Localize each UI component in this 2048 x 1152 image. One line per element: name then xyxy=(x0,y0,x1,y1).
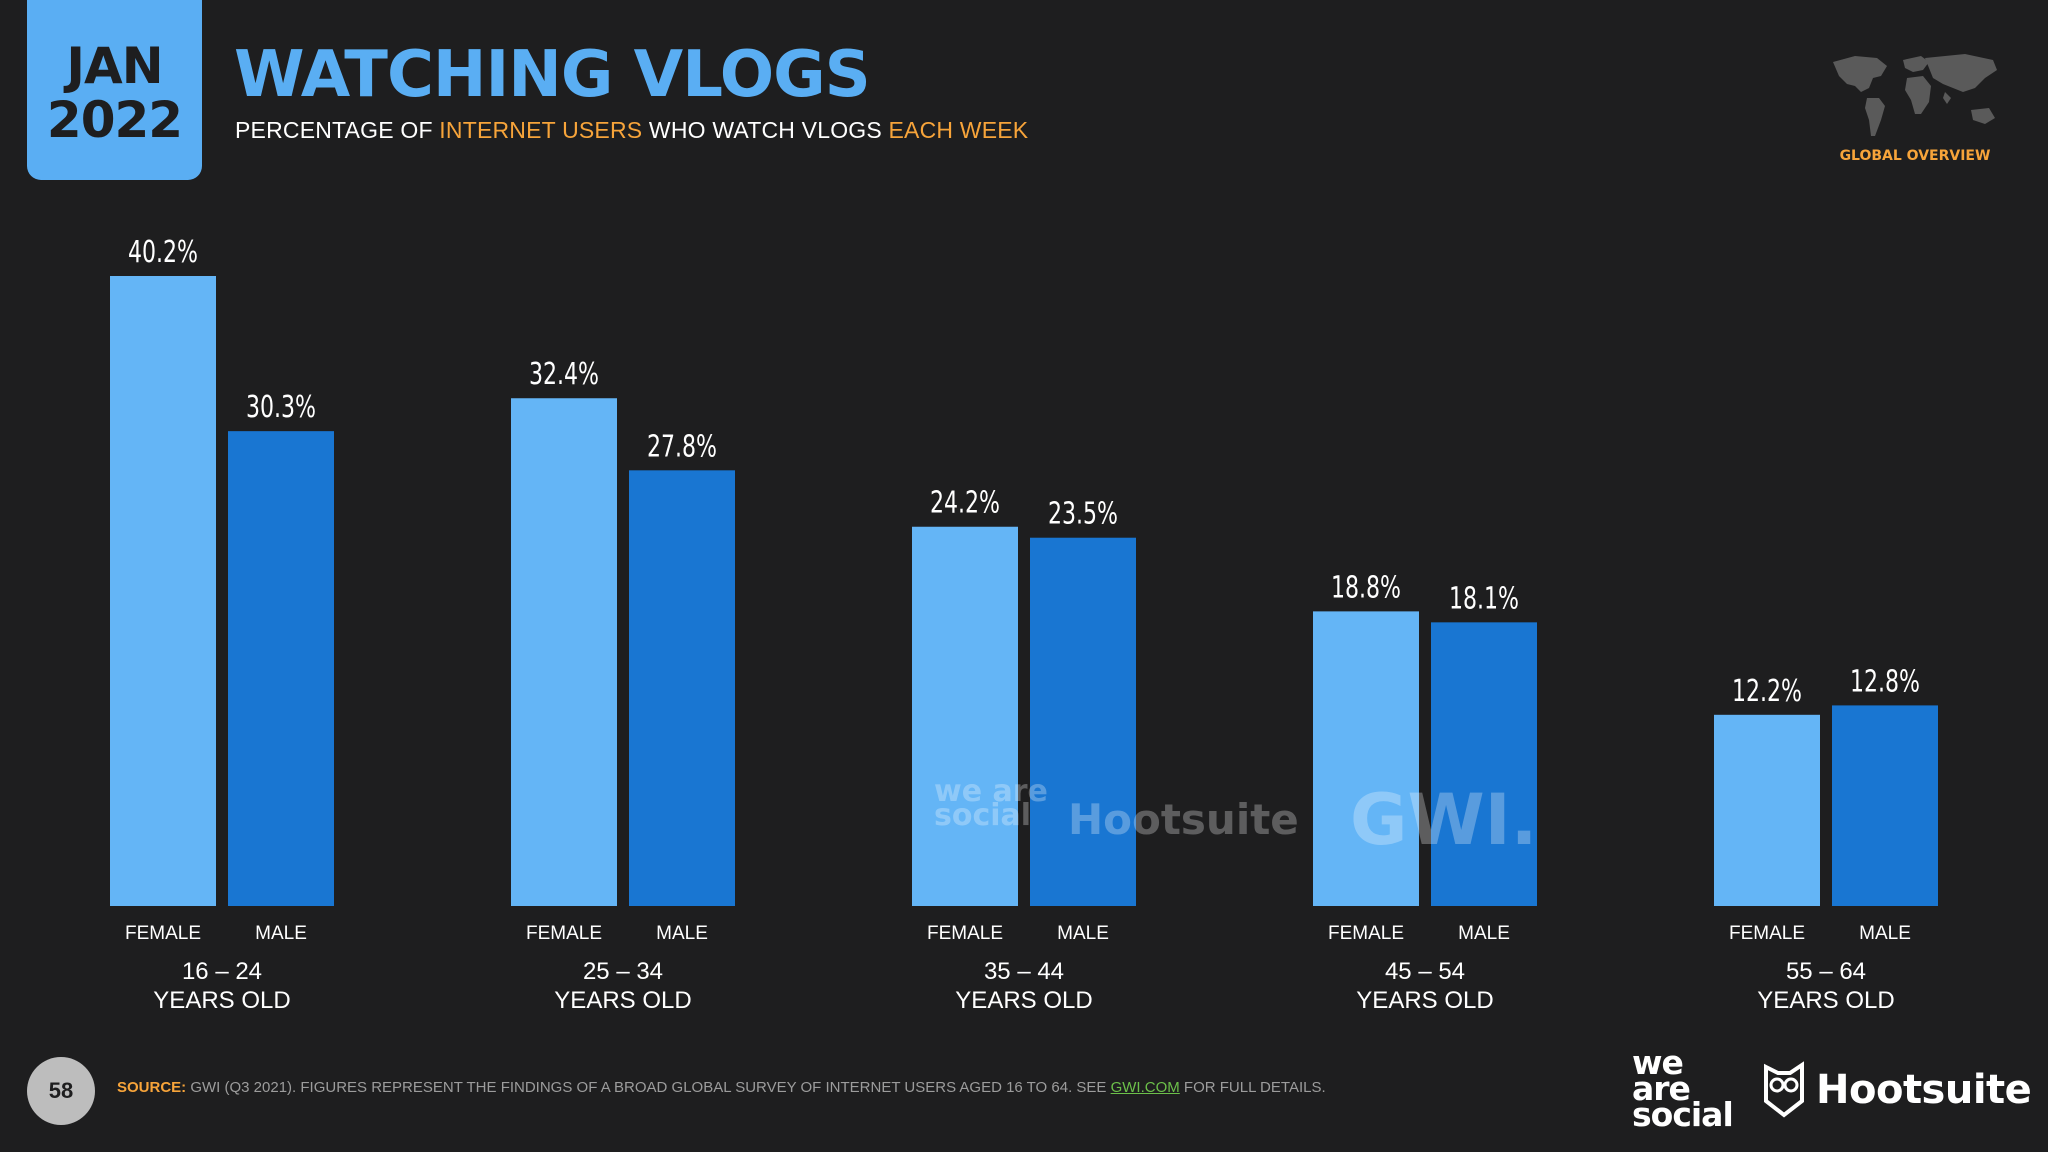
bar-male-2 xyxy=(629,470,735,906)
bar-female-2 xyxy=(511,398,617,906)
bar-female-3 xyxy=(912,526,1018,906)
data-label-male-1: 30.3% xyxy=(246,390,316,425)
bar-male-1 xyxy=(228,431,334,906)
bar-male-5 xyxy=(1832,705,1938,906)
series-label-female-2: FEMALE xyxy=(526,923,602,944)
page-number: 58 xyxy=(27,1057,95,1125)
series-label-female-5: FEMALE xyxy=(1729,923,1805,944)
source-end: FOR FULL DETAILS. xyxy=(1179,1079,1326,1096)
series-label-male-1: MALE xyxy=(255,923,307,944)
category-label-4-line-2: YEARS OLD xyxy=(1356,987,1493,1014)
category-label-3-line-1: 35 – 44 xyxy=(984,958,1064,985)
category-label-4-line-1: 45 – 54 xyxy=(1385,958,1465,985)
global-overview-badge: GLOBAL OVERVIEW xyxy=(1820,48,2010,168)
world-map-icon xyxy=(1833,54,1997,136)
series-label-male-3: MALE xyxy=(1057,923,1109,944)
category-label-1-line-1: 16 – 24 xyxy=(182,958,262,985)
data-label-female-5: 12.2% xyxy=(1732,674,1802,709)
series-label-male-5: MALE xyxy=(1859,923,1911,944)
data-label-female-1: 40.2% xyxy=(128,235,198,270)
data-label-male-4: 18.1% xyxy=(1449,581,1519,616)
data-label-male-5: 12.8% xyxy=(1850,664,1920,699)
watermark-we-are-social: we are social xyxy=(934,774,1048,833)
category-label-2-line-1: 25 – 34 xyxy=(583,958,663,985)
hootsuite-logo: Hootsuite xyxy=(1762,1058,2032,1122)
source-label: SOURCE: xyxy=(117,1079,187,1096)
data-label-female-2: 32.4% xyxy=(529,357,599,392)
data-label-male-2: 27.8% xyxy=(647,429,717,464)
data-label-female-4: 18.8% xyxy=(1331,570,1401,605)
subtitle-highlight-internet-users: INTERNET USERS xyxy=(439,117,643,143)
hootsuite-logo-text: Hootsuite xyxy=(1816,1067,2032,1113)
bar-female-1 xyxy=(110,276,216,906)
date-badge: JAN 2022 xyxy=(27,0,202,180)
hootsuite-owl-icon xyxy=(1764,1061,1804,1118)
series-label-male-4: MALE xyxy=(1458,923,1510,944)
series-label-female-4: FEMALE xyxy=(1328,923,1404,944)
series-label-female-3: FEMALE xyxy=(927,923,1003,944)
bar-male-3 xyxy=(1030,537,1136,906)
series-label-female-1: FEMALE xyxy=(125,923,201,944)
global-overview-label: GLOBAL OVERVIEW xyxy=(1839,148,1991,164)
source-link[interactable]: GWI.COM xyxy=(1110,1079,1180,1096)
category-label-2-line-2: YEARS OLD xyxy=(554,987,691,1014)
page-title: WATCHING VLOGS xyxy=(234,38,871,112)
series-label-male-2: MALE xyxy=(656,923,708,944)
date-month: JAN xyxy=(66,37,163,95)
watermark-hootsuite: Hootsuite xyxy=(1068,795,1299,844)
category-label-3-line-2: YEARS OLD xyxy=(955,987,1092,1014)
source-note: SOURCE: GWI (Q3 2021). FIGURES REPRESENT… xyxy=(117,1079,1326,1096)
bar-female-5 xyxy=(1714,714,1820,906)
category-label-1-line-2: YEARS OLD xyxy=(153,987,290,1014)
bar-male-4 xyxy=(1431,622,1537,906)
page-subtitle: PERCENTAGE OF INTERNET USERS WHO WATCH V… xyxy=(235,117,1028,144)
bar-female-4 xyxy=(1313,611,1419,906)
category-label-5-line-2: YEARS OLD xyxy=(1757,987,1894,1014)
subtitle-part2: WHO WATCH VLOGS xyxy=(642,117,889,143)
data-label-female-3: 24.2% xyxy=(930,486,1000,521)
subtitle-part1: PERCENTAGE OF xyxy=(235,117,440,143)
source-text: GWI (Q3 2021). FIGURES REPRESENT THE FIN… xyxy=(186,1079,1111,1096)
data-label-male-3: 23.5% xyxy=(1048,497,1118,532)
we-are-social-logo: we are social xyxy=(1632,1043,1734,1134)
date-year: 2022 xyxy=(46,91,183,149)
category-label-5-line-1: 55 – 64 xyxy=(1786,958,1866,985)
watermark-gwi: GWI. xyxy=(1350,779,1538,861)
subtitle-highlight-each-week: EACH WEEK xyxy=(888,117,1029,143)
